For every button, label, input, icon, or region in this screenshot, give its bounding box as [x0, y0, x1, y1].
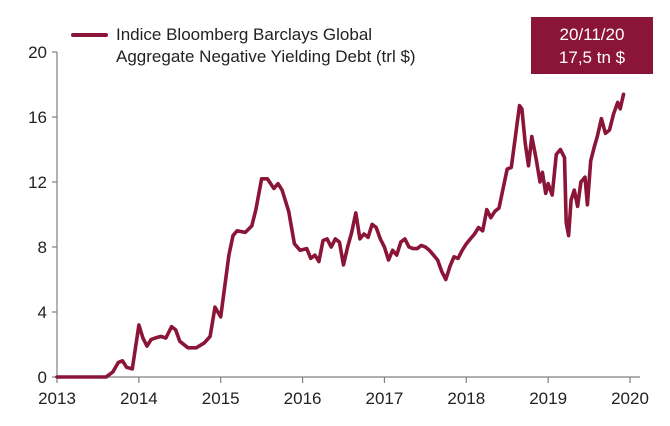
y-tick-label: 0 — [38, 368, 47, 387]
y-tick-label: 16 — [28, 108, 47, 127]
callout-box: 20/11/20 17,5 tn $ — [531, 17, 653, 74]
y-axis-ticks: 0 4 8 12 16 20 — [28, 43, 57, 387]
x-tick-label: 2016 — [284, 389, 322, 408]
x-tick-label: 2018 — [447, 389, 485, 408]
x-tick-label: 2019 — [529, 389, 567, 408]
x-tick-label: 2013 — [38, 389, 76, 408]
y-tick-label: 12 — [28, 173, 47, 192]
y-tick-label: 20 — [28, 43, 47, 62]
x-axis-ticks: 2013 2014 2015 2016 2017 2018 2019 2020 — [38, 377, 649, 408]
legend-label-line1: Indice Bloomberg Barclays Global — [116, 25, 372, 44]
x-tick-label: 2020 — [611, 389, 649, 408]
callout-value: 17,5 tn $ — [559, 48, 626, 67]
x-tick-label: 2017 — [366, 389, 404, 408]
x-tick-label: 2014 — [120, 389, 158, 408]
y-tick-label: 4 — [38, 303, 47, 322]
callout-background — [531, 17, 653, 74]
legend: Indice Bloomberg Barclays Global Aggrega… — [71, 25, 416, 66]
callout-date: 20/11/20 — [560, 25, 625, 44]
series-line-negative-yielding-debt — [55, 92, 626, 379]
legend-label-line2: Aggregate Negative Yielding Debt (trl $) — [116, 47, 416, 66]
x-tick-label: 2015 — [202, 389, 240, 408]
y-tick-label: 8 — [38, 238, 47, 257]
